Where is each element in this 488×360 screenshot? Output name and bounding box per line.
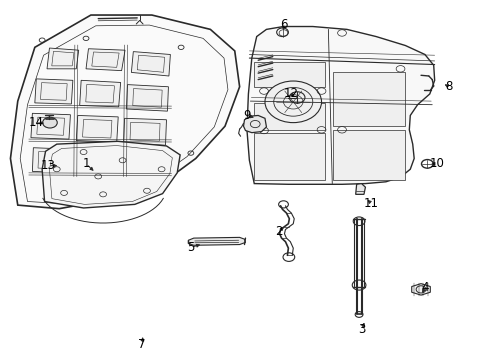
Text: 13: 13 (41, 159, 55, 172)
Polygon shape (188, 237, 245, 245)
Polygon shape (254, 134, 325, 180)
Text: 8: 8 (445, 80, 452, 93)
Text: 2: 2 (274, 225, 282, 238)
Polygon shape (76, 116, 118, 142)
Polygon shape (80, 80, 121, 107)
Polygon shape (31, 113, 70, 139)
Polygon shape (32, 148, 70, 173)
Polygon shape (76, 150, 116, 176)
Text: 11: 11 (363, 197, 378, 210)
Polygon shape (35, 79, 73, 104)
Polygon shape (246, 27, 434, 184)
Text: 3: 3 (357, 323, 365, 336)
Text: 14: 14 (28, 116, 43, 129)
Polygon shape (332, 72, 405, 126)
Text: 9: 9 (243, 109, 250, 122)
Text: 1: 1 (82, 157, 90, 170)
Polygon shape (254, 62, 325, 87)
Polygon shape (86, 49, 125, 71)
Text: 10: 10 (429, 157, 444, 170)
Text: 5: 5 (187, 241, 194, 254)
Circle shape (264, 81, 321, 123)
Polygon shape (411, 284, 429, 295)
Polygon shape (243, 116, 266, 133)
Polygon shape (355, 184, 365, 194)
Polygon shape (332, 130, 405, 180)
Polygon shape (131, 51, 170, 76)
Text: 6: 6 (279, 18, 286, 31)
Polygon shape (254, 103, 325, 130)
Polygon shape (122, 153, 161, 178)
Text: 4: 4 (420, 281, 428, 294)
Polygon shape (10, 15, 239, 209)
Text: 7: 7 (138, 338, 145, 351)
Polygon shape (42, 141, 180, 208)
Polygon shape (123, 118, 166, 145)
Circle shape (42, 117, 57, 128)
Polygon shape (47, 48, 79, 69)
Text: 12: 12 (283, 87, 298, 100)
Polygon shape (126, 85, 168, 111)
